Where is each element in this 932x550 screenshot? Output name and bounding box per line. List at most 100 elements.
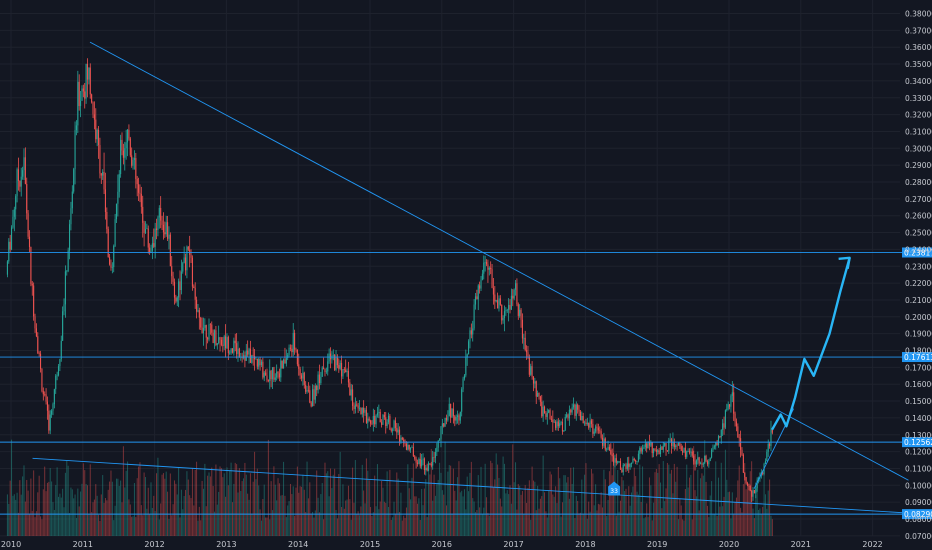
volume-bar [662, 461, 664, 536]
candle-body [691, 451, 693, 456]
candle-body [23, 157, 25, 171]
x-tick-label: 2020 [719, 540, 739, 549]
candle-body [237, 348, 239, 354]
volume-bar [260, 520, 262, 536]
candle-body [661, 447, 663, 450]
volume-bar [414, 496, 416, 536]
volume-bar [624, 490, 626, 536]
trendline-descending-resistance[interactable] [89, 41, 909, 481]
volume-bar [59, 493, 61, 536]
candle-body [675, 445, 677, 447]
volume-bar [153, 495, 155, 536]
volume-bar [462, 496, 464, 536]
level-price-label: 0.17613 [904, 353, 932, 362]
event-marker[interactable]: 33 [608, 481, 621, 496]
candle-body [753, 489, 755, 494]
candle-body [298, 364, 300, 369]
volume-bar [611, 475, 613, 536]
candle-body [169, 234, 171, 267]
candle-body [139, 192, 141, 194]
candle-body [595, 426, 597, 432]
volume-bar [515, 462, 517, 536]
candle-body [466, 354, 468, 358]
volume-bar [606, 516, 608, 536]
volume-bar [334, 468, 336, 536]
candle-body [734, 413, 736, 422]
candle-body [531, 366, 533, 377]
volume-bar [156, 473, 158, 536]
projection-path[interactable] [771, 257, 851, 431]
volume-bar [336, 518, 338, 536]
volume-bar [545, 511, 547, 536]
candle-body [528, 356, 530, 375]
volume-bar [48, 481, 50, 536]
volume-bar [676, 466, 678, 536]
volume-bar [421, 488, 423, 536]
volume-bar [60, 497, 62, 536]
time-axis[interactable]: 2010 2011 2012 2013 2014 2015 2016 2017 2018 2019… [1, 540, 883, 549]
candle-body [27, 213, 29, 237]
volume-bar [106, 500, 108, 536]
volume-bar [343, 508, 345, 536]
candle-body [593, 431, 595, 434]
candle-body [762, 472, 764, 474]
candle-body [622, 464, 624, 473]
candle-body [445, 417, 448, 421]
candle-body [607, 446, 609, 450]
volume-bar [127, 461, 129, 536]
candle-body [416, 462, 419, 464]
volume-bar [665, 488, 667, 536]
candle-body [415, 458, 417, 463]
candle-body [521, 319, 523, 339]
candle-body [336, 357, 338, 366]
candle-body [480, 279, 482, 289]
candle-body [284, 359, 286, 364]
volume-bar [200, 520, 202, 536]
candle-body [358, 408, 361, 409]
candle-body [495, 300, 497, 302]
trendline-support-line[interactable] [32, 457, 909, 514]
volume-bar [135, 517, 137, 536]
candle-body [579, 411, 581, 421]
candle-body [441, 423, 443, 427]
candle-body [236, 343, 238, 354]
volume-bar [702, 475, 704, 536]
candle-body [67, 250, 69, 271]
volume-bar [532, 480, 534, 536]
candle-body [527, 352, 529, 357]
candle-body [557, 421, 559, 427]
volume-bar [20, 494, 22, 536]
candle-body [160, 207, 162, 221]
volume-bar [11, 439, 13, 536]
volume-bar [521, 491, 523, 536]
volume-bar [445, 505, 447, 536]
volume-bar [365, 458, 367, 536]
candle-body [46, 401, 49, 411]
candle-body [323, 367, 325, 369]
volume-bar [44, 466, 46, 536]
candle-body [592, 424, 594, 434]
volume-bar [767, 490, 769, 536]
volume-bar [680, 505, 682, 536]
candle-body [408, 444, 410, 450]
volume-bar [102, 475, 104, 536]
candle-body [523, 337, 525, 339]
volume-bar [386, 471, 388, 536]
candle-body [60, 340, 62, 360]
volume-bar [69, 513, 71, 536]
candle-body [186, 246, 188, 271]
candle-body [617, 461, 619, 463]
volume-bar [443, 494, 445, 536]
